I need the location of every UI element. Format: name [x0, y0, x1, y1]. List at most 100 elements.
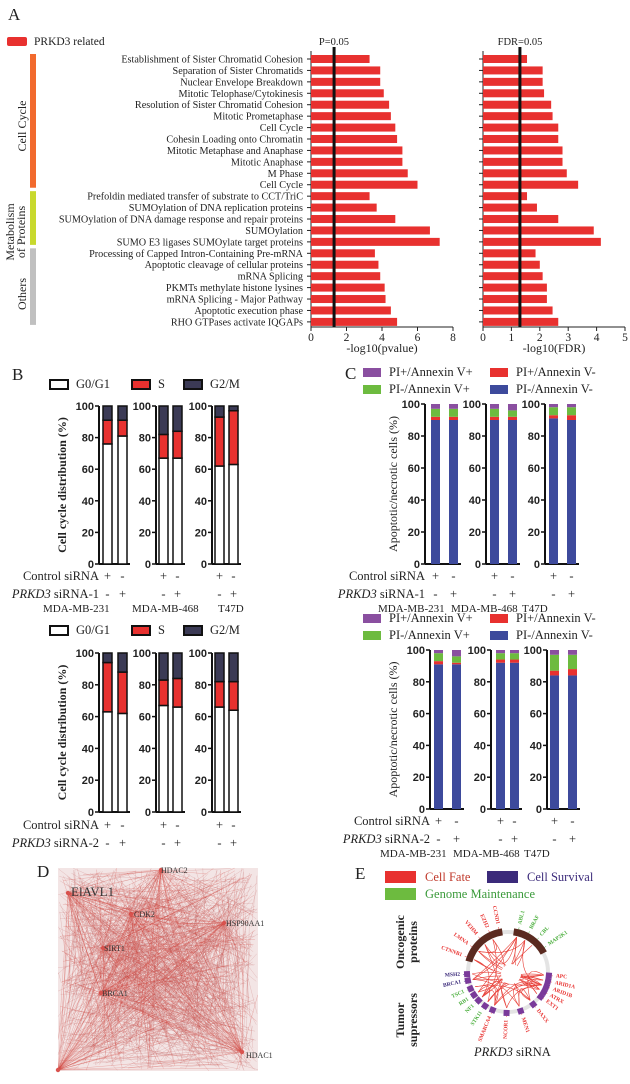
y-tick-label: 100	[468, 645, 486, 657]
network-hub-edge	[57, 920, 250, 1071]
network-edge	[74, 911, 88, 985]
network-hub-edge	[57, 1063, 223, 1071]
circos-link	[521, 984, 542, 1001]
network-edge	[77, 872, 96, 976]
network-hub-edge	[149, 1018, 243, 1053]
condition-sign: -	[512, 814, 516, 828]
network-edge	[89, 974, 122, 1019]
y-tick-label: 20	[139, 775, 151, 787]
network-hub-edge	[70, 904, 102, 994]
network-hub-edge	[241, 994, 258, 1053]
network-hub-edge	[70, 880, 132, 915]
row-label: SUMOylation of DNA damage response and r…	[59, 215, 303, 226]
bar-segment-pi-annexin-v-	[549, 415, 558, 419]
bar-segment-pi-annexin-v-	[496, 650, 505, 654]
network-hub-edge	[160, 869, 207, 875]
fdr-x-tick-label: 0	[480, 332, 486, 344]
cell-line-label: MDA-MB-468	[451, 603, 518, 615]
bar-segment-pi-annexin-v-	[550, 654, 559, 671]
network-hub-edge	[90, 869, 162, 950]
network-hub-edge	[223, 922, 237, 1040]
circos-label-tumor-suppressor: MEN1	[520, 1017, 531, 1034]
bar-segment-s	[228, 680, 239, 711]
network-hub-edge	[100, 897, 114, 994]
network-edge	[229, 898, 257, 920]
cell-line-label: T47D	[524, 848, 550, 860]
cell-line-label: T47D	[522, 603, 548, 615]
network-hub-edge	[223, 922, 244, 976]
bar-segment-pi-annexin-v-	[568, 669, 577, 676]
fdr-x-tick-label: 5	[622, 332, 628, 344]
network-hub-edge	[67, 892, 71, 991]
pvalue-bar	[311, 237, 440, 246]
bar-segment-pi-annexin-v-	[567, 420, 576, 564]
bar-segment-pi-annexin-v-	[568, 654, 577, 670]
condition-sign: -	[551, 587, 555, 601]
network-hub-edge	[186, 982, 243, 1053]
condition-text: siRNA-1	[51, 587, 99, 601]
network-edge	[115, 950, 213, 1006]
condition-sign: +	[216, 818, 223, 832]
fdr-bar	[483, 100, 552, 109]
bar-segment-pi-annexin-v-	[550, 670, 559, 676]
condition-sign: +	[104, 818, 111, 832]
network-hub-edge	[160, 869, 254, 916]
network-hub-edge	[120, 882, 132, 915]
y-tick-label: 80	[82, 680, 94, 692]
fdr-x-tick-label: 1	[509, 332, 515, 344]
network-hub-edge	[57, 930, 256, 1071]
bar-segment-g2-m	[214, 405, 225, 418]
network-hub-edge	[57, 1058, 189, 1071]
pvalue-bar	[311, 123, 396, 132]
legend-swatch	[363, 631, 381, 640]
pvalue-bar	[311, 192, 370, 201]
network-hub-edge	[223, 922, 245, 963]
bar-segment-g0-g1	[228, 709, 239, 813]
y-tick-label: 40	[139, 496, 151, 508]
condition-sign: +	[568, 587, 575, 601]
legend-label: PI-/Annexin V+	[389, 628, 470, 642]
network-edge	[192, 888, 207, 1033]
panel-label-c: C	[345, 364, 356, 383]
tumor-suppressor-marker	[469, 990, 479, 1000]
tumor-suppressor-marker	[474, 996, 483, 1005]
row-label: Prefoldin mediated transfer of substrate…	[87, 192, 303, 203]
network-hub-edge	[57, 879, 97, 1071]
network-edge	[184, 1012, 242, 1031]
row-label: RHO GTPases activate IQGAPs	[171, 317, 303, 328]
side-label-oncogenic-1: Oncogenic	[393, 914, 407, 969]
circos-label-tick	[478, 936, 480, 939]
legend-swatch-prkd3	[7, 37, 27, 46]
network-edge	[129, 978, 221, 1058]
circos-label-tick	[528, 931, 530, 934]
row-label: Processing of Capped Intron-Containing P…	[89, 249, 304, 260]
condition-sign: +	[450, 587, 457, 601]
circos-caption-gene: PRKD3	[473, 1045, 513, 1059]
circos-link	[481, 939, 497, 998]
network-hub-edge	[223, 922, 242, 946]
group-label-cell-cycle: Cell Cycle	[15, 101, 29, 152]
fdr-bar	[483, 237, 601, 246]
network-hub-edge	[67, 892, 154, 900]
network-edge	[123, 975, 204, 1021]
y-tick-label: 20	[82, 527, 94, 539]
circos-label-tick	[470, 945, 473, 947]
row-label: PKMTs methylate histone lysines	[166, 283, 303, 294]
fdr-bar	[483, 283, 547, 292]
network-hub-edge	[241, 944, 245, 1053]
cell-line-label: MDA-MB-468	[453, 848, 520, 860]
circos-link	[481, 990, 496, 1006]
network-edge	[59, 969, 80, 1027]
network-hub-edge	[83, 869, 162, 875]
network-edge	[60, 956, 220, 1025]
network-edge	[204, 902, 254, 947]
y-tick-label: 0	[419, 804, 425, 816]
network-edge	[61, 910, 85, 934]
network-edge	[72, 926, 122, 944]
y-tick-label: 60	[195, 464, 207, 476]
network-edge	[65, 868, 245, 986]
network-edge	[92, 904, 231, 1046]
legend-swatch-cell-survival	[487, 871, 518, 883]
tumor-suppressor-marker	[536, 992, 545, 1001]
